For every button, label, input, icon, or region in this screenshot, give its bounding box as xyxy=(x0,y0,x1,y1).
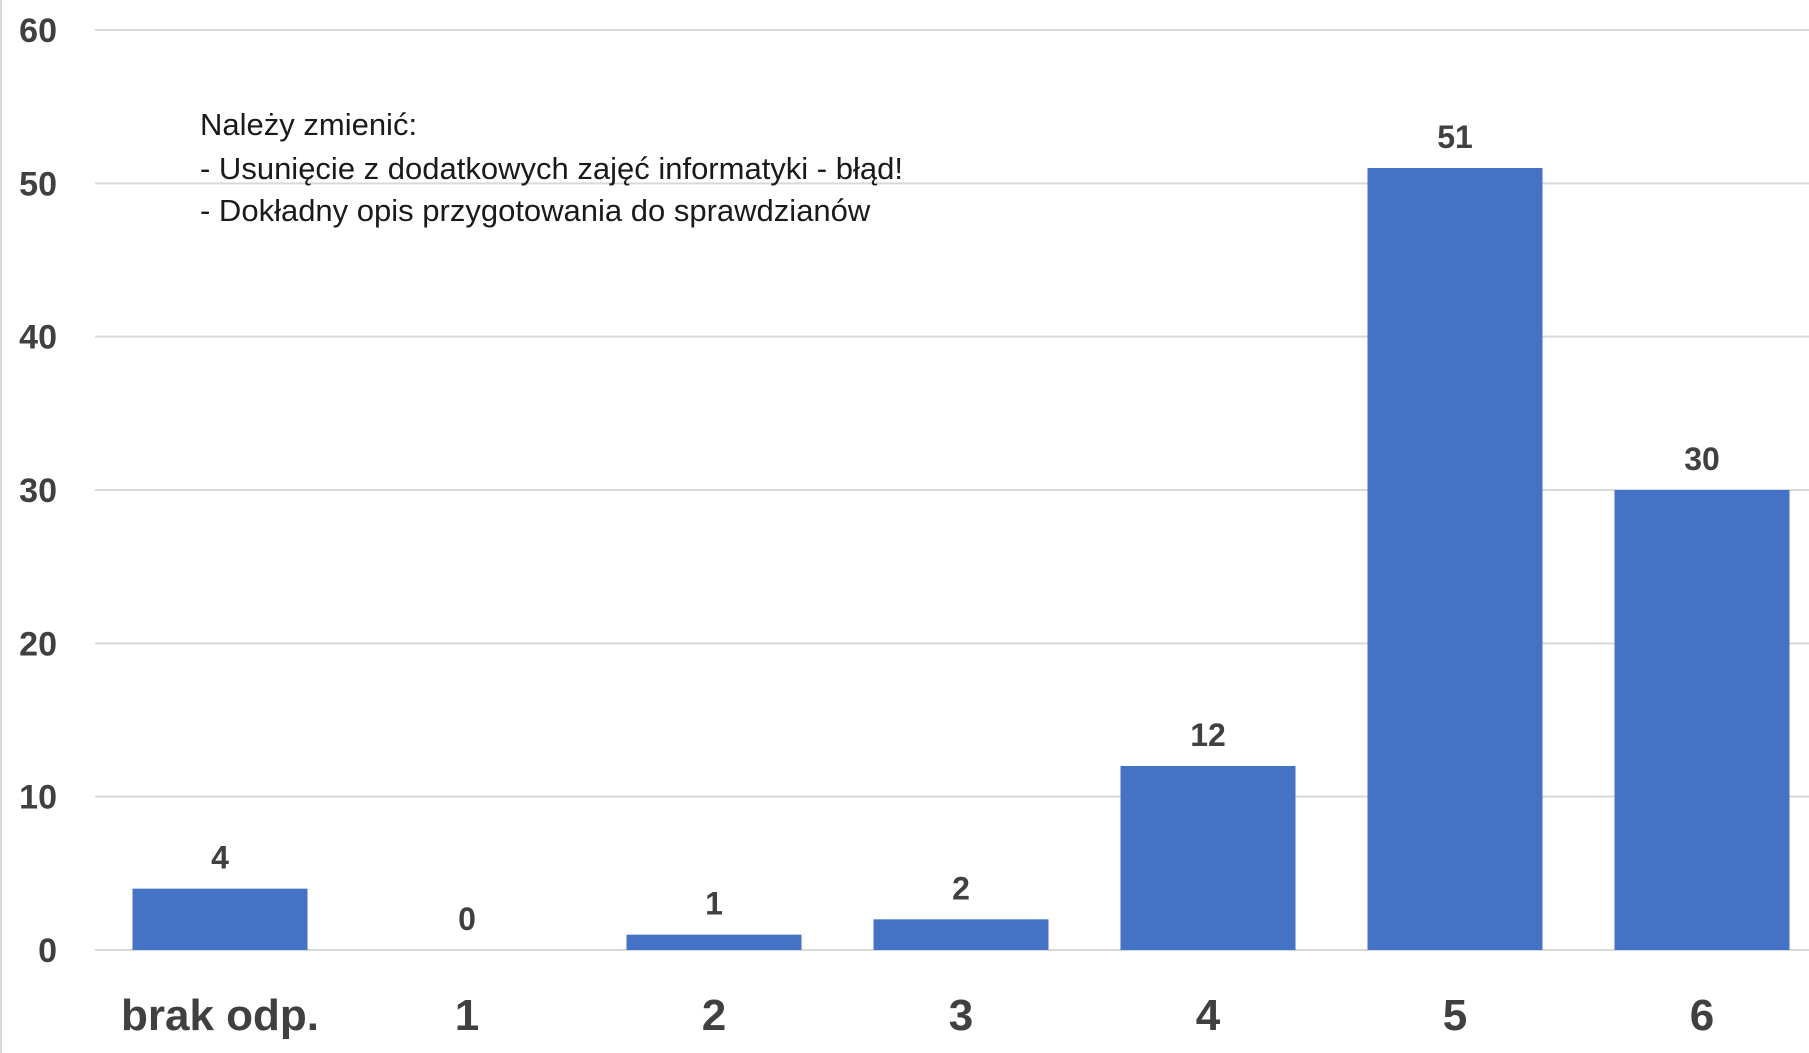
y-tick-label-30: 30 xyxy=(19,472,57,510)
data-label-4: 12 xyxy=(1190,717,1226,753)
category-label-2: 2 xyxy=(702,991,726,1040)
y-tick-label-60: 60 xyxy=(19,12,57,50)
bar-6 xyxy=(1614,490,1790,950)
category-label-3: 3 xyxy=(949,991,973,1040)
category-label-6: 6 xyxy=(1690,991,1714,1040)
data-label-1: 0 xyxy=(458,901,476,937)
x-axis-category-labels: brak odp. 1 2 3 4 5 6 xyxy=(121,991,1714,1040)
bar-5 xyxy=(1367,168,1543,950)
data-label-3: 2 xyxy=(952,870,970,906)
y-axis-tick-labels: 0 10 20 30 40 50 60 xyxy=(19,12,57,970)
bar-4 xyxy=(1120,766,1296,950)
bars xyxy=(132,168,1790,950)
annotation-note: Należy zmienić: - Usunięcie z dodatkowyc… xyxy=(200,107,903,228)
gridlines xyxy=(95,29,1809,951)
bar-0 xyxy=(132,888,308,950)
y-tick-label-0: 0 xyxy=(38,932,57,970)
category-label-1: 1 xyxy=(455,991,479,1040)
annotation-line-1: Należy zmienić: xyxy=(200,107,417,142)
data-label-2: 1 xyxy=(705,886,723,922)
category-label-4: 4 xyxy=(1196,991,1221,1040)
y-tick-label-50: 50 xyxy=(19,165,57,203)
annotation-line-2: - Usunięcie z dodatkowych zajęć informat… xyxy=(200,151,903,186)
data-label-6: 30 xyxy=(1684,441,1720,477)
bar-2 xyxy=(626,934,802,950)
category-label-5: 5 xyxy=(1443,991,1467,1040)
y-tick-label-40: 40 xyxy=(19,319,57,357)
data-label-5: 51 xyxy=(1437,119,1473,155)
y-tick-label-10: 10 xyxy=(19,779,57,817)
data-label-0: 4 xyxy=(211,840,229,876)
annotation-line-3: - Dokładny opis przygotowania do sprawdz… xyxy=(200,193,871,228)
category-label-0: brak odp. xyxy=(121,991,319,1040)
bar-3 xyxy=(873,919,1049,950)
y-tick-label-20: 20 xyxy=(19,625,57,663)
